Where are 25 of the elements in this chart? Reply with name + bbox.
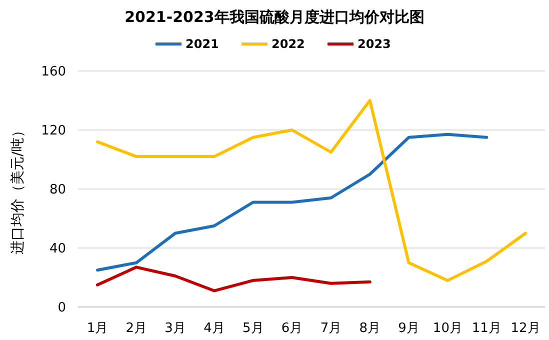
- x-tick-label: 2月: [126, 321, 148, 336]
- x-tick-label: 9月: [398, 321, 420, 336]
- x-tick-label: 8月: [359, 321, 381, 336]
- y-tick-label: 120: [41, 124, 66, 138]
- x-tick-label: 3月: [164, 321, 186, 336]
- y-tick-label: 40: [49, 242, 66, 256]
- chart-title: 2021-2023年我国硫酸月度进口均价对比图: [124, 8, 424, 26]
- y-tick-label: 80: [49, 182, 66, 198]
- x-tick-label: 11月: [472, 321, 502, 336]
- x-tick-label: 5月: [242, 321, 264, 336]
- x-tick-label: 1月: [86, 321, 108, 336]
- line-series: [96, 132, 488, 272]
- legend-label: 2023: [358, 37, 391, 51]
- x-tick-label: 4月: [204, 321, 225, 336]
- x-tick-label: 7月: [320, 321, 342, 336]
- legend-label: 2021: [186, 37, 219, 51]
- line-series: [96, 99, 528, 282]
- x-tick-label: 6月: [281, 321, 303, 336]
- y-tick-label: 160: [41, 64, 66, 80]
- y-axis-title: 进口均价（美元/吨）: [10, 124, 26, 254]
- line-series: [96, 266, 372, 292]
- x-tick-label: 10月: [432, 321, 462, 336]
- y-tick-label: 0: [58, 300, 66, 316]
- x-tick-label: 12月: [510, 321, 540, 336]
- legend-label: 2022: [272, 37, 305, 51]
